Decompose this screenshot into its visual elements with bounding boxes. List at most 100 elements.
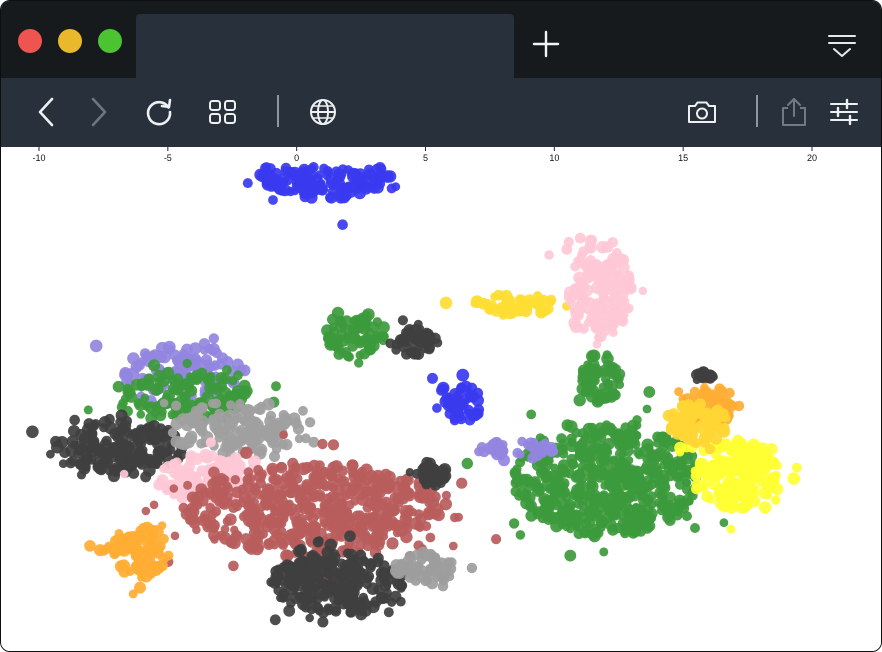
site-info-button[interactable] — [305, 94, 341, 130]
scatter-point — [423, 506, 435, 519]
scatter-point — [370, 534, 381, 545]
scatter-point — [464, 388, 475, 399]
scatter-point — [515, 530, 526, 540]
forward-button[interactable] — [81, 94, 117, 130]
tabs-overview-button[interactable] — [205, 94, 241, 130]
scatter-point — [670, 414, 683, 427]
scatter-point — [200, 354, 213, 366]
scatter-point — [470, 299, 479, 308]
scatter-point — [267, 465, 278, 477]
scatter-point — [709, 417, 720, 429]
x-tick-label: -10 — [32, 153, 45, 163]
scatter-point — [708, 371, 718, 380]
scatter-point — [148, 359, 161, 372]
scatter-point — [46, 449, 55, 459]
scatter-point — [147, 535, 160, 548]
point-cluster — [691, 366, 718, 385]
scatter-point — [721, 413, 731, 423]
scatter-point — [150, 408, 160, 418]
scatter-point — [642, 404, 652, 414]
scatter-point — [587, 422, 597, 433]
scatter-point — [698, 458, 708, 468]
scatter-point — [312, 592, 324, 604]
scatter-point — [385, 515, 399, 529]
scatter-point — [623, 274, 635, 286]
scatter-point — [493, 289, 504, 301]
scatter-point — [564, 549, 577, 562]
x-tick-label: 5 — [423, 153, 428, 163]
scatter-point — [133, 398, 144, 408]
scatter-point — [491, 534, 502, 545]
scatter-point — [218, 486, 229, 497]
scatter-point — [122, 386, 135, 398]
scatter-point — [568, 316, 581, 330]
x-tick-label: -5 — [164, 153, 172, 163]
scatter-point — [248, 522, 258, 531]
tab-active[interactable] — [136, 14, 514, 78]
scatter-point — [207, 399, 217, 408]
scatter-point — [264, 415, 277, 428]
scatter-point — [625, 466, 636, 477]
screenshot-button[interactable] — [684, 94, 720, 130]
scatter-point — [427, 372, 438, 384]
scatter-point — [461, 457, 473, 470]
scatter-point — [267, 424, 281, 438]
scatter-point — [565, 514, 576, 525]
scatter-point — [222, 365, 232, 375]
title-bar — [1, 1, 881, 78]
scatter-point — [368, 173, 379, 183]
scatter-point — [317, 438, 328, 450]
share-button[interactable] — [776, 94, 812, 130]
scatter-point — [379, 580, 392, 592]
scatter-point — [770, 495, 781, 505]
scatter-point — [413, 560, 424, 570]
scatter-point — [662, 435, 672, 445]
close-button[interactable] — [18, 29, 42, 53]
scatter-point — [287, 488, 297, 499]
scatter-point — [341, 183, 353, 195]
scatter-point — [138, 564, 147, 573]
scatter-point — [374, 518, 386, 530]
scatter-point — [508, 518, 520, 529]
new-tab-button[interactable] — [531, 29, 561, 59]
grid-icon — [209, 100, 236, 124]
scatter-point — [112, 534, 124, 545]
reload-button[interactable] — [141, 94, 177, 130]
scatter-point — [239, 416, 248, 426]
scatter-point — [466, 562, 478, 574]
scatter-point — [683, 418, 695, 430]
scatter-point — [217, 498, 228, 509]
scatter-point — [115, 409, 128, 422]
back-button[interactable] — [29, 94, 65, 130]
scatter-point — [398, 482, 411, 494]
settings-button[interactable] — [826, 94, 862, 130]
scatter-point — [446, 557, 457, 568]
tab-list-button[interactable] — [827, 31, 857, 61]
scatter-point — [249, 497, 259, 507]
scatter-point — [563, 236, 574, 248]
scatter-point — [335, 320, 347, 333]
scatter-point — [456, 368, 470, 382]
scatter-point — [69, 414, 80, 426]
point-cluster — [405, 456, 452, 491]
x-tick-label: 0 — [294, 153, 299, 163]
scatter-point — [190, 452, 203, 466]
scatter-point — [210, 506, 222, 517]
scatter-point — [216, 530, 227, 541]
scatter-point — [522, 440, 532, 450]
scatter-point — [641, 509, 652, 520]
minimize-button[interactable] — [58, 29, 82, 53]
scatter-point — [220, 442, 230, 452]
scatter-point — [142, 401, 152, 411]
scatter-point — [510, 468, 520, 478]
maximize-button[interactable] — [98, 29, 122, 53]
scatter-point — [422, 576, 432, 586]
scatter-point — [185, 382, 195, 393]
scatter-point — [425, 548, 436, 560]
scatter-point — [123, 533, 135, 545]
scatter-point — [562, 493, 572, 503]
scatter-point — [353, 174, 364, 186]
scatter-point — [271, 167, 282, 179]
scatter-point — [582, 273, 594, 284]
scatter-point — [169, 490, 179, 500]
